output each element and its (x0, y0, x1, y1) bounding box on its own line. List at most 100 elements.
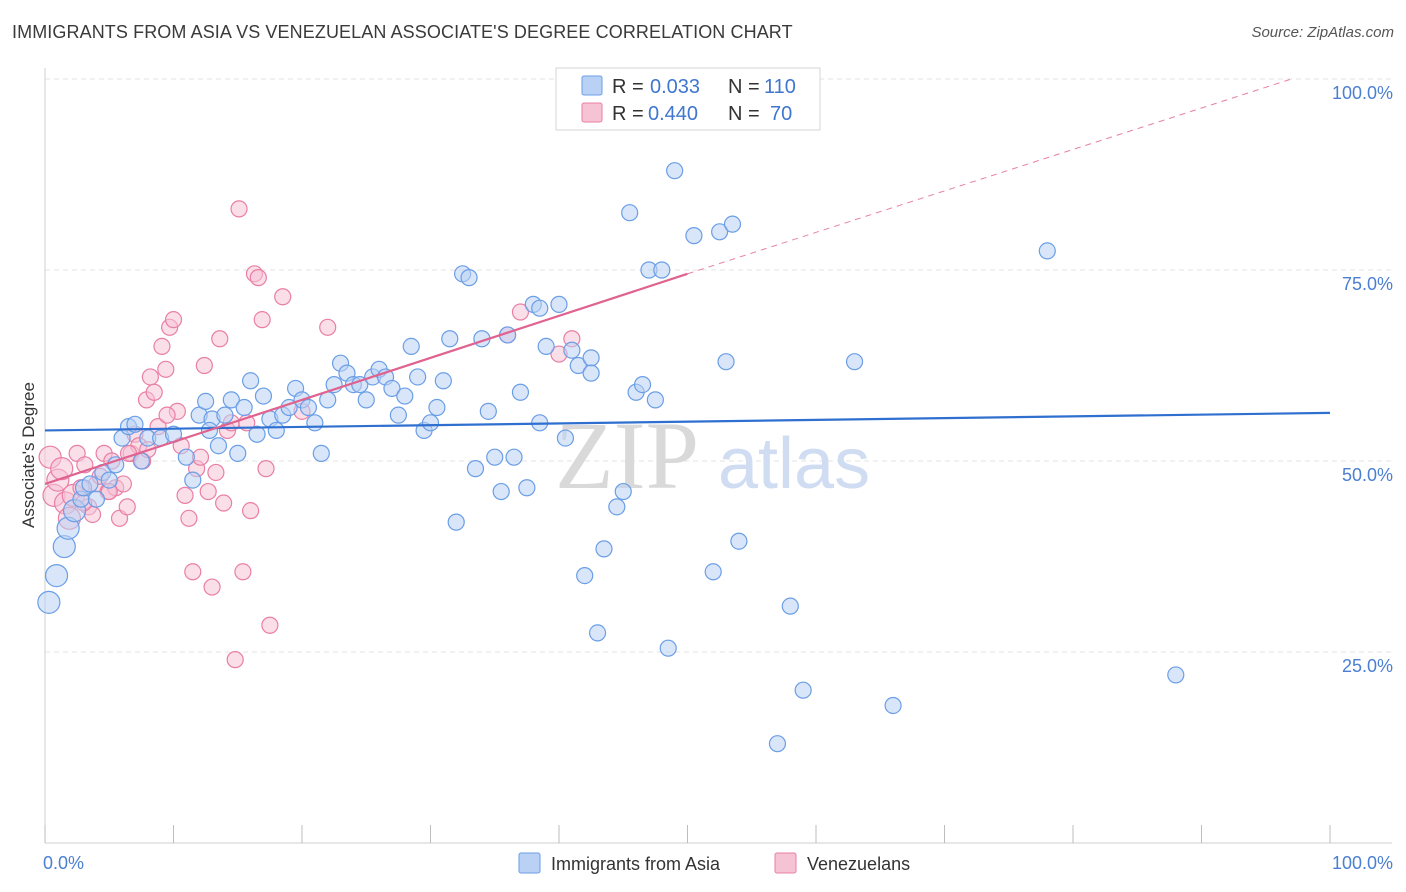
asia-point (132, 452, 150, 470)
venezuelans-point (261, 616, 279, 634)
venezuelans-point (158, 406, 176, 424)
venezuelans-point (234, 563, 252, 581)
venezuelans-point (230, 200, 248, 218)
y-tick-label: 50.0% (1342, 465, 1393, 485)
asia-point (441, 330, 459, 348)
asia-point (1167, 666, 1185, 684)
watermark-atlas: atlas (718, 424, 870, 504)
asia-point (242, 372, 260, 390)
asia-point (666, 162, 684, 180)
asia-point (569, 356, 587, 375)
asia-point (768, 735, 787, 753)
venezuelans-point (511, 303, 530, 321)
asia-point (107, 456, 125, 474)
asia-point (383, 379, 401, 398)
asia-point (1038, 242, 1056, 260)
venezuelans-point (153, 337, 171, 355)
venezuelans-point (249, 269, 267, 287)
asia-point (254, 387, 273, 405)
asia-point (37, 590, 61, 614)
asia-point (582, 349, 600, 367)
asia-point (87, 490, 106, 508)
x-tick-label: 100.0% (1332, 853, 1393, 873)
asia-point (486, 448, 504, 466)
venezuelans-point (195, 356, 213, 375)
x-tick-label: 0.0% (43, 853, 84, 873)
asia-point (209, 437, 228, 455)
asia-point (100, 471, 118, 489)
asia-point (492, 482, 510, 501)
tick-labels: 25.0% 50.0% 75.0% 100.0% 0.0% 100.0% (43, 83, 1393, 873)
venezuelans-point (203, 578, 221, 596)
asia-point (177, 448, 195, 466)
asia-point (711, 223, 729, 241)
asia-point (723, 215, 742, 233)
y-tick-label: 25.0% (1342, 656, 1393, 676)
asia-point (685, 227, 703, 245)
asia-point (396, 387, 414, 405)
bottom-legend-swatch-venezuelans (774, 852, 797, 874)
venezuelans-point (50, 457, 74, 481)
venezuelans-point (118, 498, 136, 516)
asia-point (518, 479, 536, 497)
legend-swatch-venezuelans (581, 102, 603, 123)
asia-point (306, 414, 324, 432)
bottom-legend-asia: Immigrants from Asia (551, 854, 721, 874)
asia-point (595, 540, 613, 558)
asia-point (563, 341, 581, 359)
venezuelans-point (164, 311, 183, 329)
venezuelans-point (319, 318, 337, 336)
asia-point (389, 406, 407, 424)
asia-point (556, 429, 575, 447)
y-tick-label: 75.0% (1342, 274, 1393, 294)
asia-point (505, 448, 523, 466)
asia-point (466, 460, 485, 478)
legend-n-value-venezuelans: 70 (770, 103, 792, 125)
asia-point (248, 425, 266, 443)
asia-point (704, 563, 722, 581)
asia-point (235, 398, 253, 417)
asia-point (428, 398, 446, 417)
asia-point (81, 475, 99, 493)
asia-point (537, 337, 555, 355)
legend-n-value-asia: 110 (764, 76, 796, 98)
bottom-legend-venezuelans: Venezuelans (807, 854, 910, 874)
asia-point (614, 482, 632, 501)
asia-point (402, 337, 420, 355)
venezuelans-point (242, 502, 260, 520)
asia-point (312, 444, 330, 462)
asia-point (421, 414, 440, 432)
asia-point (299, 398, 318, 417)
y-axis-label: Associate's Degree (19, 382, 38, 528)
legend-n-label-asia: N = (728, 76, 760, 98)
legend-r-value-asia: 0.033 (650, 76, 700, 98)
asia-point (550, 295, 568, 313)
chart-title: IMMIGRANTS FROM ASIA VS VENEZUELAN ASSOC… (12, 22, 793, 42)
trend-lines (44, 78, 1331, 485)
series-legend: Immigrants from Asia Venezuelans (518, 852, 910, 874)
legend-swatch-asia (581, 75, 603, 96)
asia-point (576, 566, 594, 585)
legend-n-label-venezuelans: N = (728, 103, 760, 125)
venezuelans-point (184, 563, 202, 581)
legend-r-value-venezuelans: 0.440 (648, 103, 698, 125)
asia-point (229, 444, 247, 462)
asia-point (582, 364, 600, 382)
venezuelans-point (215, 494, 233, 512)
venezuelans-trend-extension (687, 78, 1292, 275)
bottom-legend-swatch-asia (518, 852, 541, 874)
legend-r-label-asia: R = (612, 76, 644, 98)
asia-point (460, 269, 478, 287)
asia-trend-line (44, 411, 1331, 432)
venezuelans-point (199, 482, 217, 501)
asia-point (479, 402, 497, 420)
venezuelans-point (253, 311, 271, 329)
venezuelans-point (274, 288, 292, 306)
asia-point (197, 392, 215, 411)
asia-point (184, 471, 202, 489)
asia-point (659, 639, 677, 657)
venezuelans-point (257, 460, 275, 478)
source-label: Source: ZipAtlas.com (1251, 24, 1394, 41)
legend-r-label-venezuelans: R = (612, 103, 644, 125)
